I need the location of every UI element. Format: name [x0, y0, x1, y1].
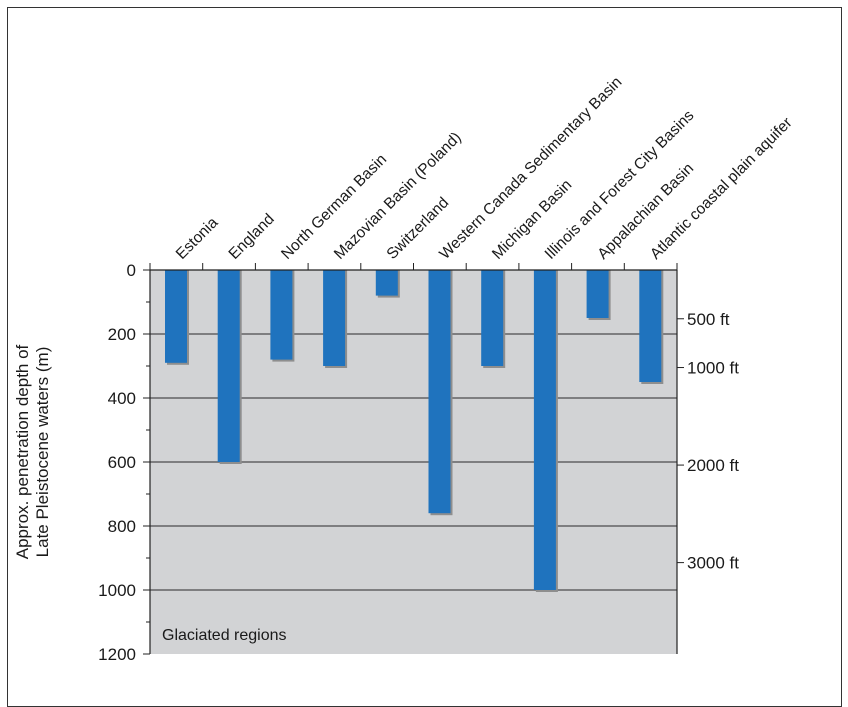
- bar: [533, 270, 556, 590]
- bar-chart: 0 200 400 600 800 1000 1200 500 ft 1000 ft 2000 f…: [13, 74, 796, 664]
- y-axis-title-line-1: Approx. penetration depth of: [13, 344, 32, 559]
- category-label: Estonia: [173, 214, 222, 263]
- y-tick-label: 1200: [98, 645, 136, 664]
- category-label: North German Basin: [278, 151, 390, 263]
- y-tick-label: 1000: [98, 581, 136, 600]
- y-tick-label: 400: [108, 389, 136, 408]
- bar: [375, 270, 398, 296]
- bar: [586, 270, 609, 318]
- category-label: Appalachian Basin: [594, 160, 697, 263]
- secondary-tick-label: 500 ft: [687, 310, 730, 329]
- secondary-tick-label: 2000 ft: [687, 456, 739, 475]
- bar: [217, 270, 240, 462]
- category-label: England: [226, 211, 278, 263]
- y-tick-label: 0: [127, 261, 136, 280]
- bar: [165, 270, 187, 363]
- secondary-tick-label: 1000 ft: [687, 359, 739, 378]
- secondary-tick-label: 3000 ft: [687, 554, 739, 573]
- bar: [428, 270, 451, 514]
- bar: [481, 270, 504, 366]
- y-tick-label: 800: [108, 517, 136, 536]
- bar: [270, 270, 293, 360]
- bar: [639, 270, 662, 382]
- glaciated-regions-annotation: Glaciated regions: [162, 627, 287, 644]
- y-tick-label: 200: [108, 325, 136, 344]
- y-axis-title-line-2: Late Pleistocene waters (m): [33, 347, 52, 558]
- y-tick-label: 600: [108, 453, 136, 472]
- category-label: Western Canada Sedimentary Basin: [436, 74, 625, 263]
- bar: [323, 270, 346, 366]
